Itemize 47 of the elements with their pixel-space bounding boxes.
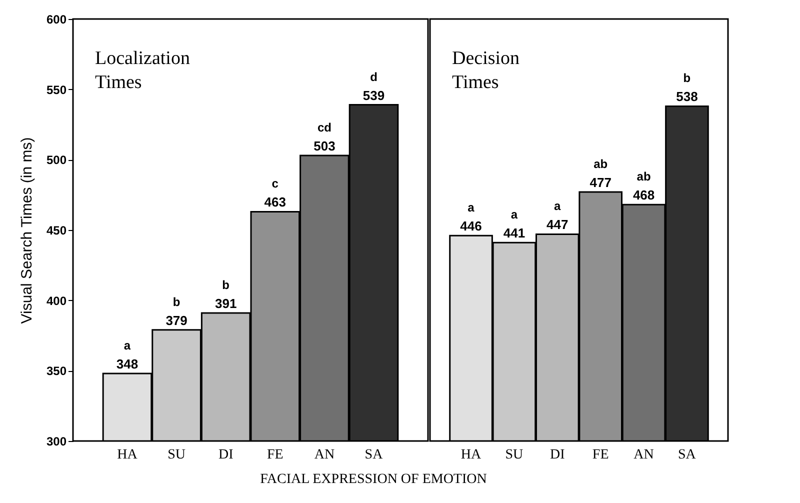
data-label: 539 [362,88,385,103]
text: Decision Times [452,48,520,93]
x-tick-label: SA [364,448,384,462]
annotation: a [124,338,131,352]
data-label: 391 [214,296,237,311]
y-tick-label: 550 [46,82,67,97]
data-label: 503 [314,138,336,154]
x-tick-label: SU [168,448,186,462]
annotation: a [554,199,562,214]
annotation: b [172,294,180,309]
data-label: 447 [546,217,568,232]
annotation: cd [317,120,332,134]
x-tick-label: AN [634,448,654,462]
data-label: 538 [676,89,698,104]
x-tick-label: AN [314,448,335,462]
text: Localization Times [95,48,190,93]
annotation: a [468,200,475,215]
annotation: a [510,208,518,222]
x-tick-label: HA [117,448,138,462]
x-tick-label: DI [550,448,566,462]
y-tick-label: 600 [46,12,67,26]
annotation: ab [594,157,608,172]
x-tick-label: FE [592,448,609,462]
data-label: 379 [166,312,188,328]
annotation: b [683,71,691,86]
annotation: ab [636,170,651,184]
x-tick-label: SA [678,448,697,462]
x-tick-label: SU [505,448,524,462]
y-tick-label: 350 [46,364,67,378]
y-tick-label: 300 [46,434,67,448]
x-axis-title: FACIAL EXPRESSION OF EMOTION [260,472,487,487]
data-label: 468 [632,188,655,203]
annotation: d [370,70,378,84]
y-axis-title: Visual Search Times (in ms) [18,137,36,324]
y-tick-label: 400 [46,294,67,308]
data-label: 477 [590,175,612,190]
y-tick-label: 500 [46,153,67,168]
x-tick-label: HA [460,448,482,462]
data-label: 348 [116,356,138,372]
x-tick-label: DI [218,448,234,462]
data-label: 446 [460,218,482,234]
y-tick-label: 450 [46,224,67,238]
data-label: 463 [264,194,286,210]
data-label: 441 [503,226,526,241]
annotation: b [222,278,230,292]
annotation: c [272,176,279,191]
x-tick-label: FE [266,448,284,462]
